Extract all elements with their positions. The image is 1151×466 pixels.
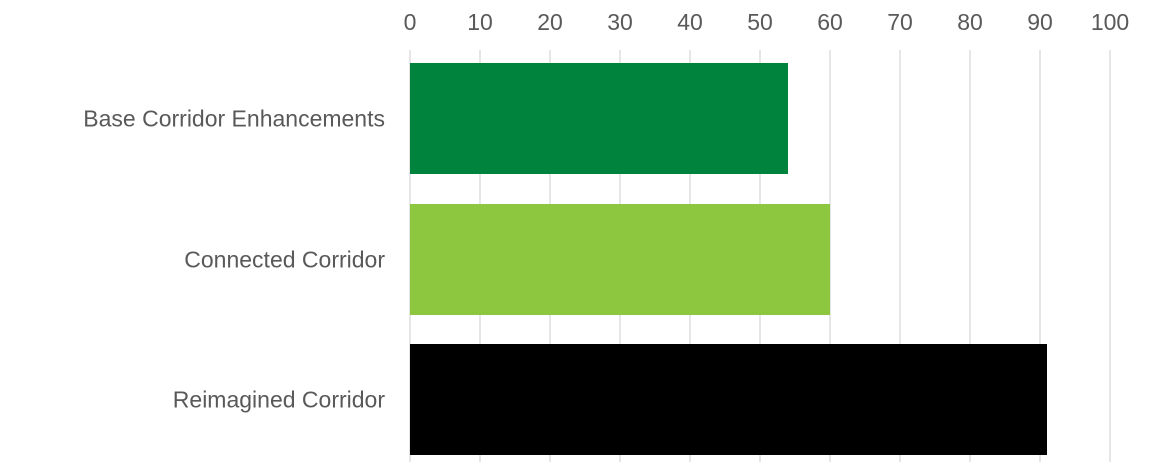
- x-tick-label: 20: [537, 9, 563, 35]
- bars: [410, 63, 1047, 455]
- x-tick-label: 50: [747, 9, 773, 35]
- category-label: Base Corridor Enhancements: [83, 106, 385, 132]
- x-tick-label: 60: [817, 9, 843, 35]
- bar-reimagined-corridor: [410, 344, 1047, 455]
- x-tick-label: 40: [677, 9, 703, 35]
- category-label: Connected Corridor: [184, 247, 385, 273]
- bar-connected-corridor: [410, 204, 830, 315]
- category-labels: Base Corridor Enhancements Connected Corr…: [83, 106, 385, 413]
- x-axis-ticks: 0 10 20 30 40 50 60 70 80 90 100: [404, 9, 1130, 35]
- x-tick-label: 0: [404, 9, 417, 35]
- x-tick-label: 80: [957, 9, 983, 35]
- x-tick-label: 100: [1091, 9, 1129, 35]
- x-tick-label: 70: [887, 9, 913, 35]
- bar-base-corridor-enhancements: [410, 63, 788, 174]
- x-tick-label: 30: [607, 9, 633, 35]
- category-label: Reimagined Corridor: [173, 387, 386, 413]
- x-tick-label: 90: [1027, 9, 1053, 35]
- x-tick-label: 10: [467, 9, 493, 35]
